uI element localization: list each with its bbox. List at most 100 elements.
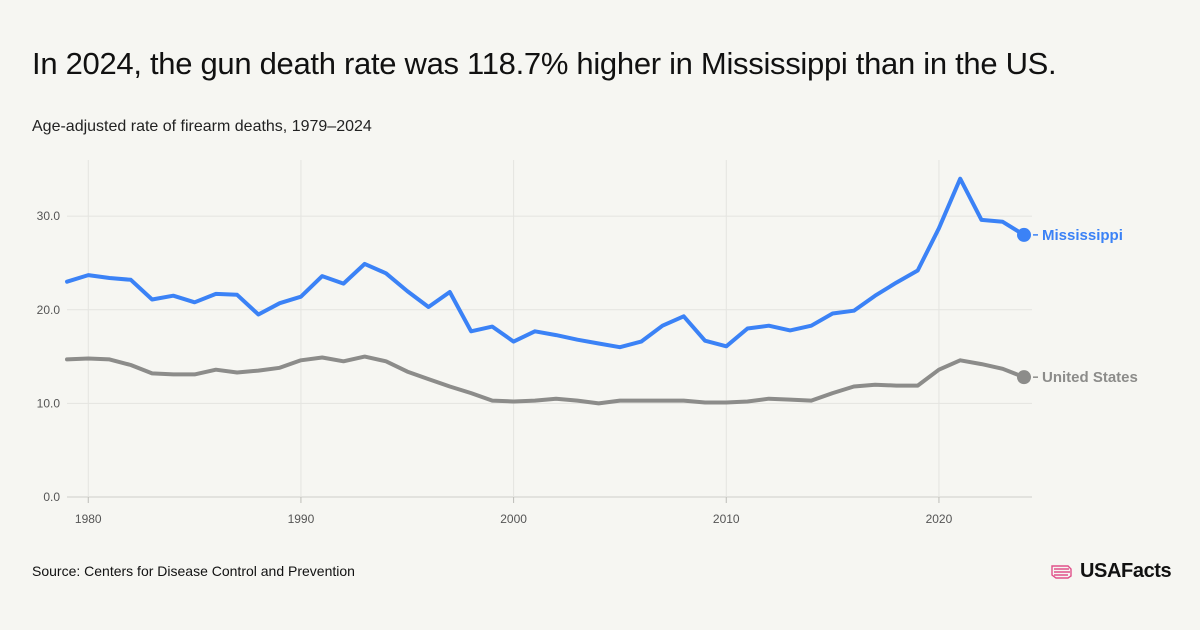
- data-point-united-states: [426, 377, 431, 382]
- data-point-united-states: [490, 398, 495, 403]
- data-point-united-states: [405, 369, 410, 374]
- data-point-mississippi: [384, 271, 389, 276]
- us-map-flag-icon: [1051, 564, 1072, 579]
- data-point-mississippi: [235, 292, 240, 297]
- series-label-united-states: United States: [1042, 369, 1138, 386]
- data-point-mississippi: [320, 274, 325, 279]
- data-point-mississippi: [256, 312, 261, 317]
- grid-layer: [67, 160, 1032, 503]
- data-point-mississippi: [851, 308, 856, 313]
- data-point-united-states: [447, 384, 452, 389]
- data-point-mississippi: [681, 314, 686, 319]
- data-point-mississippi: [426, 304, 431, 309]
- data-point-united-states: [915, 383, 920, 388]
- data-point-mississippi: [86, 273, 91, 278]
- data-point-mississippi: [298, 294, 303, 299]
- data-point-mississippi: [213, 291, 218, 296]
- data-point-united-states: [213, 367, 218, 372]
- data-point-united-states: [660, 398, 665, 403]
- data-point-united-states: [809, 398, 814, 403]
- data-point-united-states: [596, 401, 601, 406]
- data-point-united-states: [788, 397, 793, 402]
- data-point-mississippi: [447, 289, 452, 294]
- data-point-united-states: [724, 400, 729, 405]
- data-point-mississippi: [192, 300, 197, 305]
- data-point-mississippi: [745, 326, 750, 331]
- data-point-united-states: [171, 372, 176, 377]
- data-point-united-states: [1000, 366, 1005, 371]
- y-tick-label: 10.0: [37, 396, 61, 410]
- data-point-united-states: [575, 398, 580, 403]
- data-point-mississippi: [362, 261, 367, 266]
- end-point-mississippi: [1017, 227, 1031, 242]
- data-point-united-states: [192, 372, 197, 377]
- data-point-united-states: [958, 358, 963, 363]
- data-point-mississippi: [617, 345, 622, 350]
- data-point-mississippi: [724, 344, 729, 349]
- data-point-mississippi: [107, 275, 112, 280]
- series-line-mississippi: [65, 176, 1026, 350]
- data-point-mississippi: [575, 337, 580, 342]
- data-point-united-states: [320, 355, 325, 360]
- data-point-mississippi: [915, 268, 920, 273]
- data-point-mississippi: [277, 301, 282, 306]
- data-point-united-states: [277, 365, 282, 370]
- data-point-united-states: [894, 383, 899, 388]
- data-point-united-states: [128, 363, 133, 368]
- data-point-mississippi: [639, 339, 644, 344]
- data-point-mississippi: [150, 297, 155, 302]
- data-point-united-states: [65, 357, 70, 362]
- x-tick-label: 1980: [75, 512, 102, 526]
- source-note: Source: Centers for Disease Control and …: [32, 563, 355, 579]
- data-point-united-states: [362, 354, 367, 359]
- data-point-united-states: [150, 371, 155, 376]
- data-point-united-states: [979, 362, 984, 367]
- data-point-mississippi: [873, 293, 878, 298]
- data-point-mississippi: [809, 323, 814, 328]
- data-point-mississippi: [766, 323, 771, 328]
- data-point-united-states: [235, 370, 240, 375]
- data-point-mississippi: [979, 217, 984, 222]
- data-point-mississippi: [469, 329, 474, 334]
- data-point-united-states: [554, 396, 559, 401]
- data-point-mississippi: [65, 279, 70, 284]
- data-point-mississippi: [788, 328, 793, 333]
- labels-layer: 0.0 10.0 20.0 30.0 1980 1990 2000 2010 2020 Missi…: [37, 209, 1138, 526]
- data-point-united-states: [703, 400, 708, 405]
- data-point-mississippi: [511, 339, 516, 344]
- data-point-mississippi: [830, 311, 835, 316]
- data-point-united-states: [86, 356, 91, 361]
- logo-text: USAFacts: [1080, 560, 1172, 582]
- data-point-mississippi: [660, 323, 665, 328]
- usafacts-logo[interactable]: USAFacts: [1050, 560, 1172, 583]
- data-point-mississippi: [405, 289, 410, 294]
- data-point-united-states: [639, 398, 644, 403]
- data-point-united-states: [256, 368, 261, 373]
- data-point-united-states: [766, 396, 771, 401]
- x-tick-label: 2010: [713, 512, 740, 526]
- series-line-united-states: [65, 354, 1026, 406]
- data-point-united-states: [511, 399, 516, 404]
- data-point-mississippi: [128, 277, 133, 282]
- chart-subtitle: Age-adjusted rate of firearm deaths, 197…: [32, 118, 372, 135]
- data-point-mississippi: [596, 341, 601, 346]
- data-point-mississippi: [490, 324, 495, 329]
- data-point-united-states: [681, 398, 686, 403]
- data-point-mississippi: [703, 338, 708, 343]
- data-point-united-states: [107, 357, 112, 362]
- chart-title: In 2024, the gun death rate was 118.7% h…: [32, 46, 1057, 81]
- data-point-mississippi: [958, 176, 963, 181]
- x-tick-label: 2020: [926, 512, 953, 526]
- data-point-united-states: [873, 382, 878, 387]
- data-point-united-states: [617, 398, 622, 403]
- data-point-united-states: [298, 358, 303, 363]
- data-point-united-states: [469, 391, 474, 396]
- lines-layer: [65, 176, 1038, 406]
- data-point-united-states: [532, 398, 537, 403]
- data-point-united-states: [341, 359, 346, 364]
- data-point-mississippi: [532, 329, 537, 334]
- end-point-united-states: [1017, 370, 1031, 385]
- data-point-mississippi: [894, 280, 899, 285]
- data-point-mississippi: [936, 226, 941, 231]
